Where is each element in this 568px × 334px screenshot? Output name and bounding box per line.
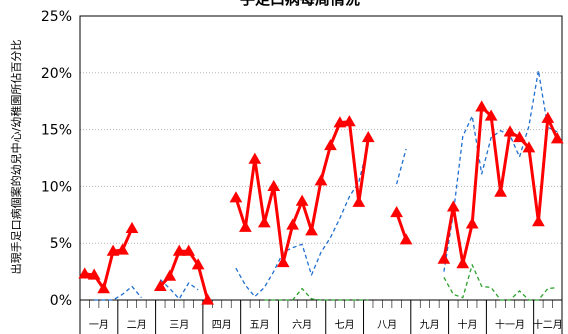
- data-point-marker: [229, 191, 243, 203]
- data-point-marker: [116, 243, 129, 255]
- data-point-marker: [503, 125, 517, 137]
- series-line-main: [234, 120, 370, 264]
- chart-title: 手足口病每周情況: [240, 0, 360, 8]
- data-point-marker: [97, 282, 110, 294]
- data-point-marker: [513, 131, 526, 143]
- data-point-marker: [324, 138, 337, 151]
- data-point-marker: [191, 258, 205, 270]
- series-line-blue: [395, 148, 407, 185]
- month-label: 七月: [335, 319, 355, 331]
- data-point-marker: [342, 115, 356, 127]
- data-point-marker: [333, 116, 347, 128]
- series-line-blue: [159, 279, 199, 300]
- month-label: 六月: [292, 319, 312, 331]
- data-point-marker: [550, 132, 564, 144]
- data-point-marker: [456, 257, 470, 269]
- data-point-marker: [475, 100, 489, 112]
- data-point-marker: [267, 179, 281, 192]
- month-label: 一月: [89, 319, 109, 331]
- y-axis-label: 出現手足口病個案的幼兒中心/幼稚園所佔百分比: [9, 40, 23, 275]
- y-tick-label: 25%: [41, 9, 72, 25]
- data-point-marker: [172, 244, 186, 256]
- month-label: 十二月: [533, 318, 563, 331]
- y-tick-label: 10%: [41, 179, 72, 195]
- series-line-green: [443, 264, 558, 301]
- data-point-marker: [153, 279, 167, 291]
- data-point-marker: [437, 252, 451, 264]
- data-point-marker: [78, 267, 92, 279]
- data-point-marker: [446, 200, 460, 212]
- data-point-marker: [390, 206, 403, 218]
- data-point-marker: [295, 194, 309, 206]
- data-point-marker: [257, 216, 271, 228]
- axis-layer: 0% 5% 10% 15% 20% 25% 一月 二月 三月 四月 五月 六月 七月 八月 九月 十月 十一月十…: [41, 9, 563, 334]
- series-line-blue: [235, 144, 369, 298]
- data-point-marker: [494, 185, 507, 197]
- data-point-marker: [314, 174, 328, 186]
- data-point-marker: [484, 109, 498, 121]
- series-line-blue: [443, 69, 558, 272]
- month-label: 二月: [127, 319, 147, 331]
- data-point-marker: [201, 293, 214, 305]
- data-point-marker: [465, 217, 479, 229]
- data-point-marker: [106, 244, 120, 256]
- data-point-marker: [522, 141, 536, 153]
- y-tick-label: 20%: [41, 66, 72, 82]
- month-label: 十月: [457, 318, 477, 331]
- month-label: 九月: [420, 319, 440, 331]
- data-point-marker: [361, 131, 375, 143]
- y-tick-label: 5%: [50, 236, 72, 252]
- data-point-marker: [352, 195, 366, 207]
- data-point-marker: [276, 256, 290, 268]
- month-label: 三月: [169, 319, 189, 331]
- data-point-marker: [532, 215, 545, 227]
- series-line-blue: [94, 285, 142, 301]
- data-point-marker: [239, 220, 252, 232]
- plot-frame: [79, 15, 563, 301]
- y-tick-label: 0%: [50, 293, 72, 309]
- month-label: 四月: [212, 319, 232, 331]
- month-label: 五月: [250, 319, 270, 331]
- data-point-marker: [87, 268, 101, 280]
- data-point-marker: [399, 233, 413, 245]
- series-layer: [78, 69, 564, 305]
- month-label: 八月: [377, 319, 397, 331]
- data-point-marker: [125, 221, 139, 234]
- data-point-marker: [286, 218, 300, 230]
- grid-layer: [80, 15, 562, 301]
- series-line-green: [264, 287, 369, 301]
- data-point-marker: [305, 224, 318, 236]
- y-tick-label: 15%: [41, 123, 72, 139]
- data-point-marker: [248, 152, 262, 164]
- data-point-marker: [541, 111, 555, 123]
- month-label: 十一月: [495, 318, 525, 331]
- data-point-marker: [163, 269, 177, 281]
- data-point-marker: [182, 244, 196, 256]
